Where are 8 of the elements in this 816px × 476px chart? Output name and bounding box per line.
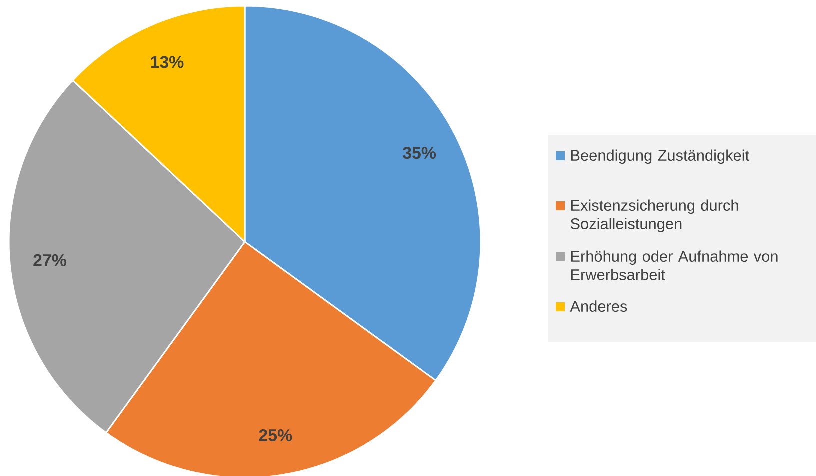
legend-label: Erhöhung oder Aufnahme von Erwerbsarbeit <box>571 250 778 280</box>
legend-label: Anderes <box>570 300 628 312</box>
data-label: 25% <box>259 429 292 442</box>
legend-label: Beendigung Zuständigkeit <box>571 150 750 164</box>
data-label: 27% <box>34 254 66 266</box>
legend-label: Existenzsicherung durch Sozialleistungen <box>570 200 738 233</box>
data-label: 35% <box>402 147 436 160</box>
data-label: 13% <box>151 56 184 68</box>
